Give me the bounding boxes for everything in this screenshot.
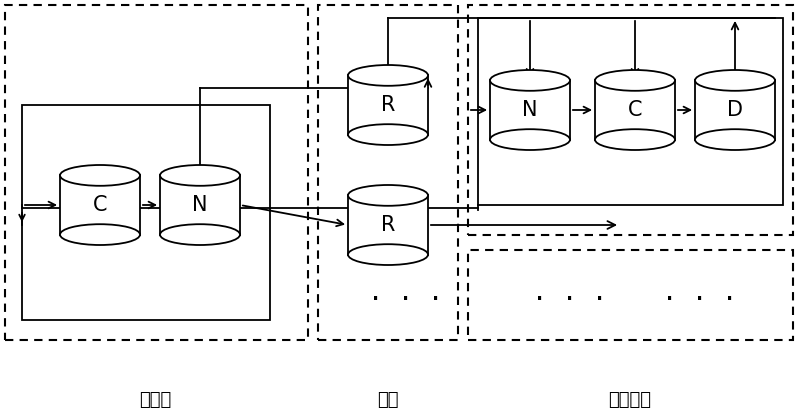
Bar [695,80,775,140]
Bar [348,75,428,134]
Ellipse shape [348,65,428,86]
Ellipse shape [348,124,428,145]
Text: C: C [93,195,107,215]
Text: 存储系统: 存储系统 [609,391,651,409]
Ellipse shape [348,185,428,206]
Text: 客户端: 客户端 [139,391,171,409]
Text: · · ·: · · · [533,288,607,312]
Ellipse shape [348,244,428,265]
Bar [318,5,458,340]
Bar [468,250,793,340]
Text: C: C [628,100,642,120]
Ellipse shape [490,129,570,150]
Ellipse shape [695,70,775,91]
Text: · · ·: · · · [662,288,738,312]
Bar [348,195,428,255]
Ellipse shape [160,224,240,245]
Text: 网络: 网络 [378,391,398,409]
Bar [478,18,783,205]
Bar [160,176,240,235]
Ellipse shape [595,70,675,91]
Ellipse shape [60,165,140,186]
Text: N: N [522,100,538,120]
Text: N: N [192,195,208,215]
Ellipse shape [695,129,775,150]
Text: R: R [381,95,395,115]
Bar [5,5,308,340]
Bar [595,80,675,140]
Ellipse shape [490,70,570,91]
Bar [22,105,270,320]
Text: D: D [727,100,743,120]
Bar [490,80,570,140]
Text: · · ·: · · · [367,288,442,312]
Bar [468,5,793,235]
Ellipse shape [595,129,675,150]
Ellipse shape [160,165,240,186]
Ellipse shape [60,224,140,245]
Bar [60,176,140,235]
Text: R: R [381,215,395,235]
